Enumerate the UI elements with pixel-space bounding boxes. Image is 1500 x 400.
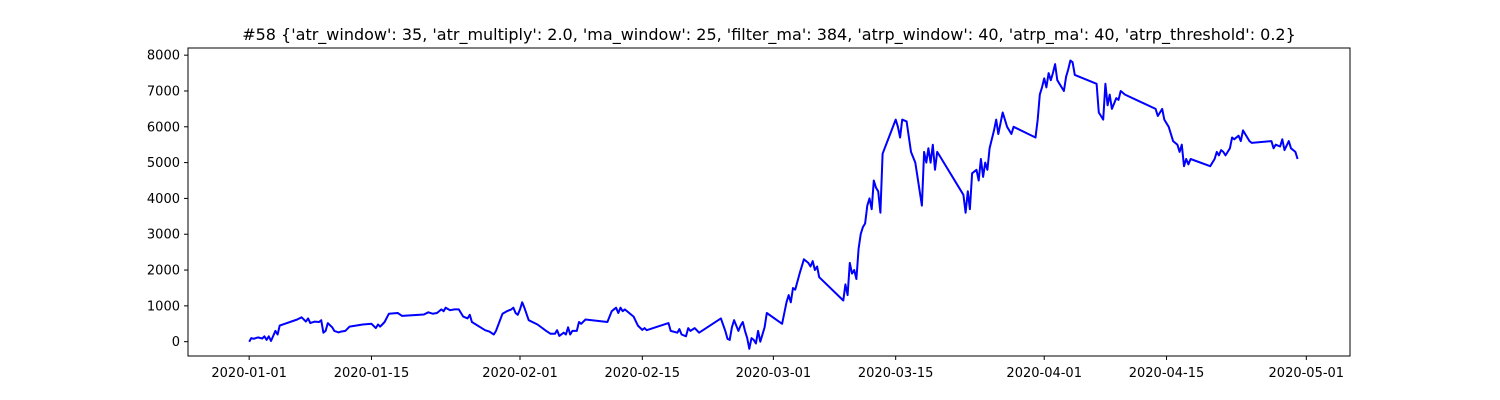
y-tick-label: 3000 [147, 228, 180, 243]
y-tick-label: 4000 [147, 192, 180, 207]
y-tick-label: 7000 [147, 84, 180, 99]
x-tick-label: 2020-03-15 [858, 366, 934, 381]
x-tick-label: 2020-03-01 [736, 366, 812, 381]
y-tick-label: 1000 [147, 299, 180, 314]
x-tick-label: 2020-02-01 [482, 366, 558, 381]
y-tick-label: 5000 [147, 156, 180, 171]
plot-frame [187, 47, 1351, 357]
x-tick-label: 2020-05-01 [1269, 366, 1345, 381]
x-tick-label: 2020-04-01 [1006, 366, 1082, 381]
y-tick-label: 0 [172, 335, 180, 350]
x-tick-label: 2020-01-01 [211, 366, 287, 381]
y-tick-label: 8000 [147, 49, 180, 64]
x-tick-label: 2020-02-15 [605, 366, 681, 381]
series-line [248, 59, 1299, 350]
chart-title: #58 {'atr_window': 35, 'atr_multiply': 2… [242, 25, 1296, 45]
y-tick-label: 2000 [147, 264, 180, 279]
x-tick-label: 2020-01-15 [334, 366, 410, 381]
x-tick-label: 2020-04-15 [1129, 366, 1205, 381]
y-tick-label: 6000 [147, 120, 180, 135]
